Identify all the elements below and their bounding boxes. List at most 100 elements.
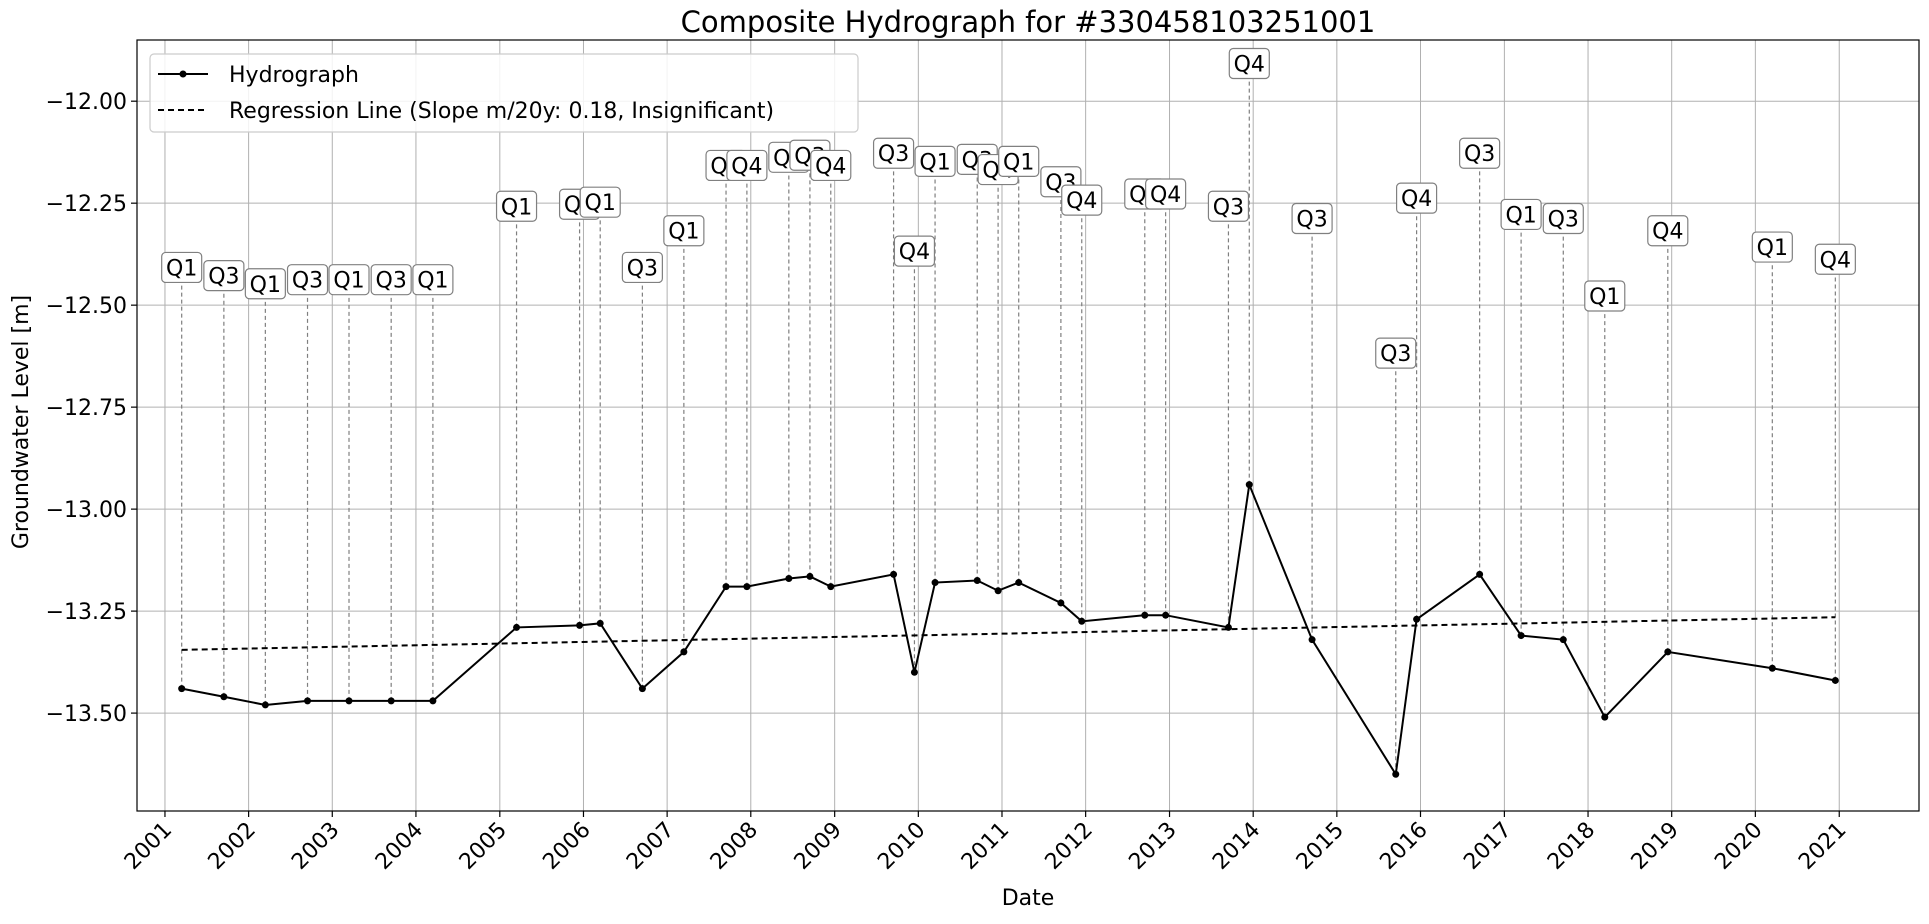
hydrograph-point [1476,570,1484,578]
quarter-label-box [1375,337,1417,369]
legend-hydrograph-label: Hydrograph [229,63,359,88]
y-axis-label: Groundwater Level [m] [9,295,34,549]
quarter-label: Q4 [726,149,768,182]
quarter-label-box [286,264,329,296]
hydrograph-point [1559,636,1567,644]
quarter-label-box [872,137,915,169]
quarter-label-text: Q3 [376,269,407,294]
hydrograph-point [1768,664,1776,672]
quarter-label-text: Q1 [166,256,197,281]
quarter-label-box [998,145,1040,177]
hydrograph-point [1413,615,1421,623]
quarter-label-box [893,235,936,267]
quarter-label-text: Q4 [815,154,846,179]
quarter-label: Q1 [244,268,286,300]
quarter-label: Q3 [1542,202,1584,235]
y-axis-ticks: −12.00 −12.25 −12.50 −12.75 −13.00 −13.25 −13.… [46,90,137,727]
hydrograph-layer [178,480,1839,778]
hydrograph-point [345,697,353,705]
quarter-label-text: Q1 [919,150,950,175]
y-tick-label: −12.50 [46,294,127,319]
quarter-label: Q3 [370,264,412,296]
quarter-label-text: Q4 [1066,189,1097,214]
quarter-label-box [1459,137,1501,169]
quarter-label-box [1061,184,1103,216]
hydrograph-point [1664,648,1672,656]
quarter-label-box [621,251,663,284]
hydrograph-point [722,583,730,591]
quarter-label-box [495,190,538,222]
quarter-label: Q4 [1647,215,1689,247]
quarter-label-box [726,149,768,182]
hydrograph-point [596,619,604,627]
y-tick-label: −12.00 [46,90,127,115]
quarter-label-box [412,264,454,296]
hydrograph-point [1141,611,1149,619]
legend-regression-label: Regression Line (Slope m/20y: 0.18, Insi… [229,99,774,124]
quarter-label-box [1814,243,1856,275]
quarter-label: Q4 [1814,243,1856,275]
quarter-label-box [244,268,286,300]
quarter-label-box [328,264,370,296]
quarter-label: Q3 [1375,337,1417,369]
quarter-label-box [810,149,852,182]
hydrograph-point [1162,611,1170,619]
quarter-label-box [1228,47,1270,80]
quarter-label-box [914,145,956,177]
quarter-label: Q4 [1145,178,1187,210]
hydrograph-point [1245,481,1253,489]
hydrograph-point [1015,579,1023,587]
quarter-label-box [161,251,203,284]
grid [137,40,1919,811]
quarter-label-text: Q1 [1003,150,1034,175]
quarter-label-text: Q1 [1757,236,1788,261]
hydrograph-point [973,577,981,585]
quarter-label: Q1 [1500,198,1542,231]
quarter-label-text: Q3 [1296,207,1327,232]
quarter-label-text: Q1 [417,269,448,294]
quarter-label-text: Q3 [1548,207,1579,232]
quarter-label: Q4 [1228,47,1270,80]
quarter-label: Q1 [579,186,621,218]
quarter-label: Q1 [998,145,1040,177]
hydrograph-point [387,697,395,705]
quarter-label-text: Q1 [333,269,364,294]
quarter-label-text: Q3 [627,256,658,281]
hydrograph-point [1601,713,1609,721]
quarter-label-text: Q4 [899,240,930,265]
quarter-label-text: Q4 [731,154,762,179]
x-axis-label: Date [1002,886,1055,911]
quarter-label-text: Q4 [1234,52,1265,77]
quarter-label: Q4 [810,149,852,182]
quarter-label: Q3 [1291,202,1333,235]
quarter-label-box [1542,202,1584,235]
quarter-label-box [203,260,245,292]
quarter-label-text: Q3 [878,142,909,167]
quarter-label-text: Q3 [1380,342,1411,367]
regression-layer [181,616,1836,651]
hydrograph-point [1224,623,1232,631]
quarter-label-box [579,186,621,218]
legend-hydrograph-marker [179,70,187,78]
hydrograph-point [1831,676,1839,684]
quarter-label-box [1207,190,1250,222]
quarter-label-text: Q3 [208,265,239,290]
quarter-label-box [1145,178,1187,210]
hydrograph-point [1057,599,1065,607]
quarter-label: Q1 [663,215,705,247]
quarter-label-box [1291,202,1333,235]
hydrograph-point [1308,636,1316,644]
quarter-label-text: Q1 [501,195,532,220]
hydrograph-point [806,572,814,580]
quarter-label-box [1647,215,1689,247]
hydrograph-point [304,697,312,705]
hydrograph-point [994,587,1002,595]
quarter-label-text: Q3 [1213,195,1244,220]
quarter-label-text: Q1 [668,220,699,245]
quarter-label: Q4 [1061,184,1103,216]
legend: Hydrograph Regression Line (Slope m/20y:… [149,53,859,133]
quarter-label: Q3 [872,137,915,169]
quarter-label: Q1 [328,264,370,296]
hydrograph-point [1078,617,1086,625]
